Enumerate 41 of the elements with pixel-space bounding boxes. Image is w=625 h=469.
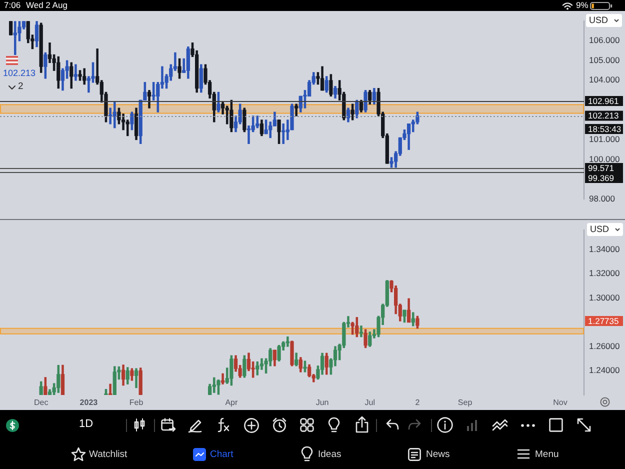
y-tick-label: 106.000 <box>589 35 620 46</box>
y-tick-label: 98.000 <box>589 193 616 204</box>
x-tick-label: 2 <box>415 398 420 408</box>
candlestick <box>108 108 112 124</box>
text: 7:06 <box>4 0 21 10</box>
text: Wed 2 Aug <box>26 0 68 10</box>
y-tick-label: 1.34000 <box>589 244 620 254</box>
y-tick-label: 1.26000 <box>589 340 620 351</box>
text: Ideas <box>318 449 342 460</box>
text: 9% <box>576 0 588 10</box>
text: Chart <box>210 449 234 460</box>
text: Watchlist <box>89 449 128 460</box>
ref-line-label: 102.961 <box>588 96 619 106</box>
y-tick-label: 101.000 <box>589 134 620 144</box>
annotation: 2 <box>18 81 24 92</box>
y-tick-label: 1.32000 <box>589 268 620 278</box>
x-tick-label: Apr <box>225 398 238 408</box>
x-tick-label: Jul <box>364 398 376 408</box>
text: Menu <box>535 449 559 460</box>
text: News <box>426 449 450 460</box>
x-tick-label: Sep <box>458 398 473 408</box>
ref-line-label: 99.369 <box>588 172 614 183</box>
text: 18:53:43 <box>585 124 623 134</box>
x-tick-label: Dec <box>34 398 48 408</box>
annotation: 102.213 <box>3 68 36 79</box>
ref-line-label: 102.213 <box>588 110 619 121</box>
x-tick-label: Jun <box>316 398 329 408</box>
y-tick-label: 1.24000 <box>589 365 620 376</box>
y-tick-label: 105.000 <box>589 54 620 65</box>
y-tick-label: 1.30000 <box>589 292 620 302</box>
dropdown: USD <box>586 14 622 27</box>
candlestick <box>108 384 112 395</box>
x-tick-label: Nov <box>553 398 568 408</box>
y-tick-label: 104.000 <box>589 74 620 85</box>
ref-line-label: 99.571 <box>588 162 614 173</box>
text: 1D <box>79 418 94 431</box>
text: 1.27735 <box>585 316 623 326</box>
dropdown: USD <box>587 223 623 236</box>
x-tick-label: Feb <box>129 398 144 408</box>
y-tick-label: 100.000 <box>589 154 620 164</box>
x-tick-label: 2023 <box>80 398 98 408</box>
